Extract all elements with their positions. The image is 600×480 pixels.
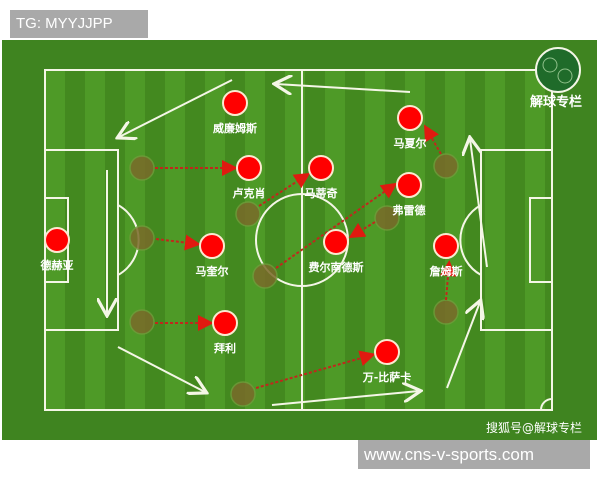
pass-arrow bbox=[440, 260, 456, 301]
run-arrow bbox=[119, 79, 233, 137]
previous-position-marker bbox=[252, 263, 278, 289]
tg-label: TG: MYYJJPP bbox=[10, 10, 148, 38]
player-name: 费尔南德斯 bbox=[309, 260, 364, 274]
pass-arrow bbox=[424, 124, 442, 155]
run-arrow bbox=[470, 139, 488, 268]
player-name: 詹姆斯 bbox=[430, 264, 463, 278]
player-name: 德赫亚 bbox=[40, 258, 74, 272]
player-name: 弗雷德 bbox=[393, 203, 426, 217]
run-arrow bbox=[117, 346, 205, 392]
run-arrow bbox=[276, 84, 411, 92]
player-marker[interactable] bbox=[222, 90, 248, 116]
player-name: 马蒂奇 bbox=[305, 186, 338, 200]
player-marker[interactable] bbox=[433, 233, 459, 259]
tactics-board: 德赫亚 威廉姆斯卢克肖马奎尔拜利 马蒂奇费尔南德斯 弗雷德 马夏尔詹姆斯万-比萨卡 解球… bbox=[2, 40, 597, 440]
player-marker[interactable] bbox=[308, 155, 334, 181]
logo: 解球专栏 bbox=[529, 47, 582, 110]
previous-position-marker bbox=[235, 201, 261, 227]
pass-arrow bbox=[255, 350, 376, 389]
player-marker[interactable] bbox=[236, 155, 262, 181]
previous-position-marker bbox=[433, 153, 459, 179]
player-marker[interactable] bbox=[323, 229, 349, 255]
previous-position-marker bbox=[433, 299, 459, 325]
previous-position-marker bbox=[129, 155, 155, 181]
pass-arrow bbox=[275, 182, 398, 269]
player-marker[interactable] bbox=[374, 339, 400, 365]
previous-position-marker bbox=[374, 205, 400, 231]
site-label: www.cns-v-sports.com bbox=[358, 440, 590, 469]
pass-arrow bbox=[348, 221, 376, 239]
player-marker[interactable] bbox=[397, 105, 423, 131]
player-name: 马夏尔 bbox=[394, 136, 427, 150]
previous-position-marker bbox=[129, 225, 155, 251]
previous-position-marker bbox=[129, 309, 155, 335]
watermark: 搜狐号@解球专栏 bbox=[486, 420, 582, 435]
player-marker[interactable] bbox=[212, 310, 238, 336]
player-name: 万-比萨卡 bbox=[362, 370, 412, 384]
player-name: 马奎尔 bbox=[196, 264, 229, 278]
player-name: 卢克肖 bbox=[233, 186, 266, 200]
player-marker[interactable] bbox=[199, 233, 225, 259]
logo-ball-icon bbox=[535, 47, 581, 93]
player-marker[interactable] bbox=[396, 172, 422, 198]
pass-arrow bbox=[155, 234, 201, 251]
run-arrow bbox=[271, 391, 419, 406]
player-name: 威廉姆斯 bbox=[213, 121, 257, 135]
logo-text: 解球专栏 bbox=[529, 94, 582, 110]
player-name: 拜利 bbox=[214, 341, 236, 355]
pass-arrow bbox=[258, 172, 311, 207]
previous-position-marker bbox=[230, 381, 256, 407]
player-marker[interactable] bbox=[44, 227, 70, 253]
run-arrow bbox=[446, 302, 480, 389]
